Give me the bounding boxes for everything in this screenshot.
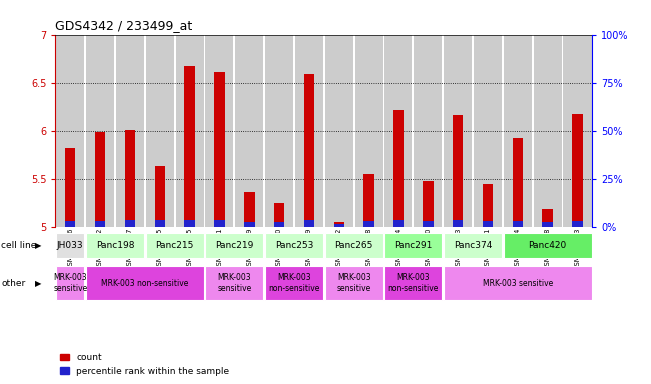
Text: Panc291: Panc291 (395, 241, 432, 250)
Text: Panc215: Panc215 (156, 241, 194, 250)
Bar (333, 222, 344, 227)
Bar (295, 35, 323, 227)
Bar (146, 35, 174, 227)
Text: ▶: ▶ (35, 241, 41, 250)
FancyBboxPatch shape (146, 233, 204, 258)
Bar (244, 222, 255, 227)
Text: Panc253: Panc253 (275, 241, 313, 250)
Bar (265, 35, 293, 227)
Bar (56, 35, 84, 227)
Bar (116, 35, 144, 227)
Bar (423, 182, 434, 227)
FancyBboxPatch shape (206, 266, 263, 300)
FancyBboxPatch shape (385, 233, 442, 258)
FancyBboxPatch shape (265, 233, 323, 258)
FancyBboxPatch shape (86, 266, 204, 300)
Bar (504, 35, 532, 227)
Text: MRK-003
non-sensitive: MRK-003 non-sensitive (268, 273, 320, 293)
Text: MRK-003 non-sensitive: MRK-003 non-sensitive (101, 279, 189, 288)
Text: Panc374: Panc374 (454, 241, 492, 250)
Text: MRK-003
sensitive: MRK-003 sensitive (217, 273, 251, 293)
Bar (423, 221, 434, 227)
Bar (235, 35, 263, 227)
Text: Panc420: Panc420 (529, 241, 567, 250)
Text: MRK-003
sensitive: MRK-003 sensitive (53, 273, 87, 293)
Bar (214, 220, 225, 227)
Text: JH033: JH033 (57, 241, 83, 250)
Bar (414, 35, 442, 227)
Bar (95, 131, 105, 227)
Bar (184, 66, 195, 227)
Bar (363, 221, 374, 227)
Bar (333, 223, 344, 227)
Bar (363, 174, 374, 227)
Bar (65, 221, 76, 227)
Legend: count, percentile rank within the sample: count, percentile rank within the sample (60, 353, 229, 376)
Text: MRK-003
sensitive: MRK-003 sensitive (337, 273, 371, 293)
FancyBboxPatch shape (86, 233, 144, 258)
Text: other: other (1, 279, 25, 288)
Bar (355, 35, 383, 227)
Bar (542, 222, 553, 227)
Bar (564, 35, 592, 227)
Bar (176, 35, 204, 227)
Bar (483, 184, 493, 227)
FancyBboxPatch shape (206, 233, 263, 258)
Bar (206, 35, 234, 227)
Bar (444, 35, 472, 227)
Bar (125, 130, 135, 227)
Text: ▶: ▶ (35, 279, 41, 288)
Text: GDS4342 / 233499_at: GDS4342 / 233499_at (55, 19, 193, 32)
Bar (86, 35, 114, 227)
Bar (325, 35, 353, 227)
FancyBboxPatch shape (56, 233, 84, 258)
Bar (244, 192, 255, 227)
Bar (542, 209, 553, 227)
Bar (125, 220, 135, 227)
Bar (474, 35, 502, 227)
Bar (393, 111, 404, 227)
Bar (385, 35, 413, 227)
FancyBboxPatch shape (325, 266, 383, 300)
FancyBboxPatch shape (444, 233, 502, 258)
Bar (393, 220, 404, 227)
Text: cell line: cell line (1, 241, 36, 250)
Text: Panc198: Panc198 (96, 241, 134, 250)
FancyBboxPatch shape (325, 233, 383, 258)
Text: Panc265: Panc265 (335, 241, 373, 250)
Bar (572, 221, 583, 227)
FancyBboxPatch shape (444, 266, 592, 300)
Bar (274, 222, 284, 227)
Bar (483, 221, 493, 227)
Text: MRK-003 sensitive: MRK-003 sensitive (482, 279, 553, 288)
Bar (453, 220, 464, 227)
Bar (95, 221, 105, 227)
Text: MRK-003
non-sensitive: MRK-003 non-sensitive (388, 273, 439, 293)
Text: Panc219: Panc219 (215, 241, 253, 250)
FancyBboxPatch shape (385, 266, 442, 300)
Bar (512, 221, 523, 227)
Bar (512, 138, 523, 227)
FancyBboxPatch shape (265, 266, 323, 300)
Bar (534, 35, 562, 227)
Bar (214, 72, 225, 227)
Bar (274, 203, 284, 227)
Bar (154, 166, 165, 227)
Bar (184, 220, 195, 227)
Bar (154, 220, 165, 227)
Bar (65, 148, 76, 227)
Bar (572, 114, 583, 227)
Bar (304, 220, 314, 227)
FancyBboxPatch shape (504, 233, 592, 258)
Bar (453, 115, 464, 227)
Bar (304, 74, 314, 227)
FancyBboxPatch shape (56, 266, 84, 300)
